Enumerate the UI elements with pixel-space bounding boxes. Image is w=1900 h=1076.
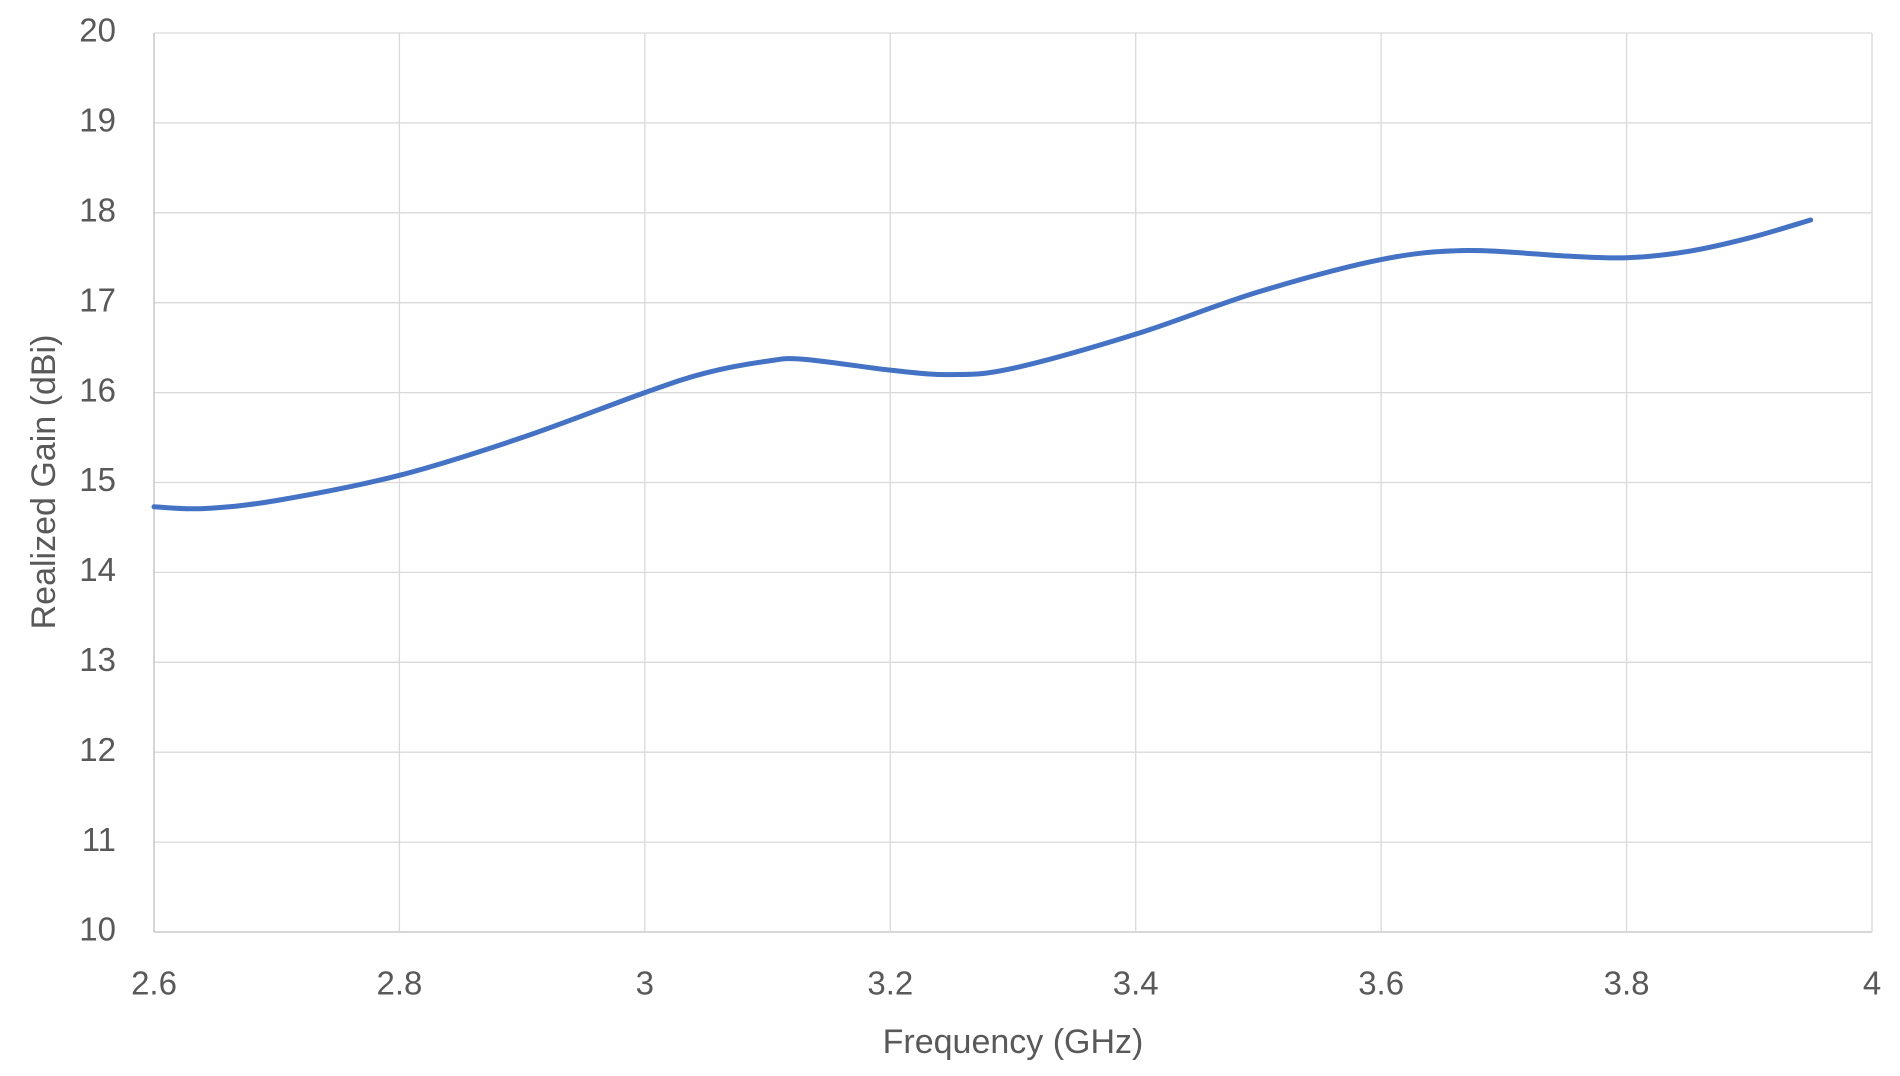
x-tick-label: 3.4 [1113, 965, 1159, 1002]
y-tick-label: 17 [79, 281, 116, 318]
gridlines [153, 32, 1873, 933]
y-axis-title: Realized Gain (dBi) [25, 335, 63, 630]
x-tick-label: 2.8 [376, 965, 422, 1002]
x-tick-label: 3.8 [1604, 965, 1650, 1002]
x-tick-label: 2.6 [131, 965, 177, 1002]
y-tick-label: 13 [79, 641, 116, 678]
y-tick-label: 20 [79, 12, 116, 49]
series-line-realized-gain [151, 217, 1814, 512]
y-tick-label: 16 [79, 371, 116, 408]
x-tick-label: 4 [1863, 965, 1881, 1002]
x-tick-label: 3.6 [1358, 965, 1404, 1002]
x-axis-title: Frequency (GHz) [883, 1023, 1144, 1061]
x-tick-label: 3.2 [867, 965, 913, 1002]
y-tick-label: 14 [79, 551, 116, 588]
x-tick-label: 3 [636, 965, 654, 1002]
x-tick-labels: 2.6 2.8 3 3.2 3.4 3.6 3.8 4 [131, 965, 1881, 1002]
y-tick-label: 12 [79, 731, 116, 768]
y-tick-label: 10 [79, 911, 116, 948]
y-tick-label: 19 [79, 102, 116, 139]
y-tick-label: 15 [79, 461, 116, 498]
y-tick-label: 18 [79, 192, 116, 229]
y-tick-label: 11 [82, 821, 116, 858]
y-tick-labels: 10 11 12 13 14 15 16 17 18 19 20 [79, 12, 116, 948]
